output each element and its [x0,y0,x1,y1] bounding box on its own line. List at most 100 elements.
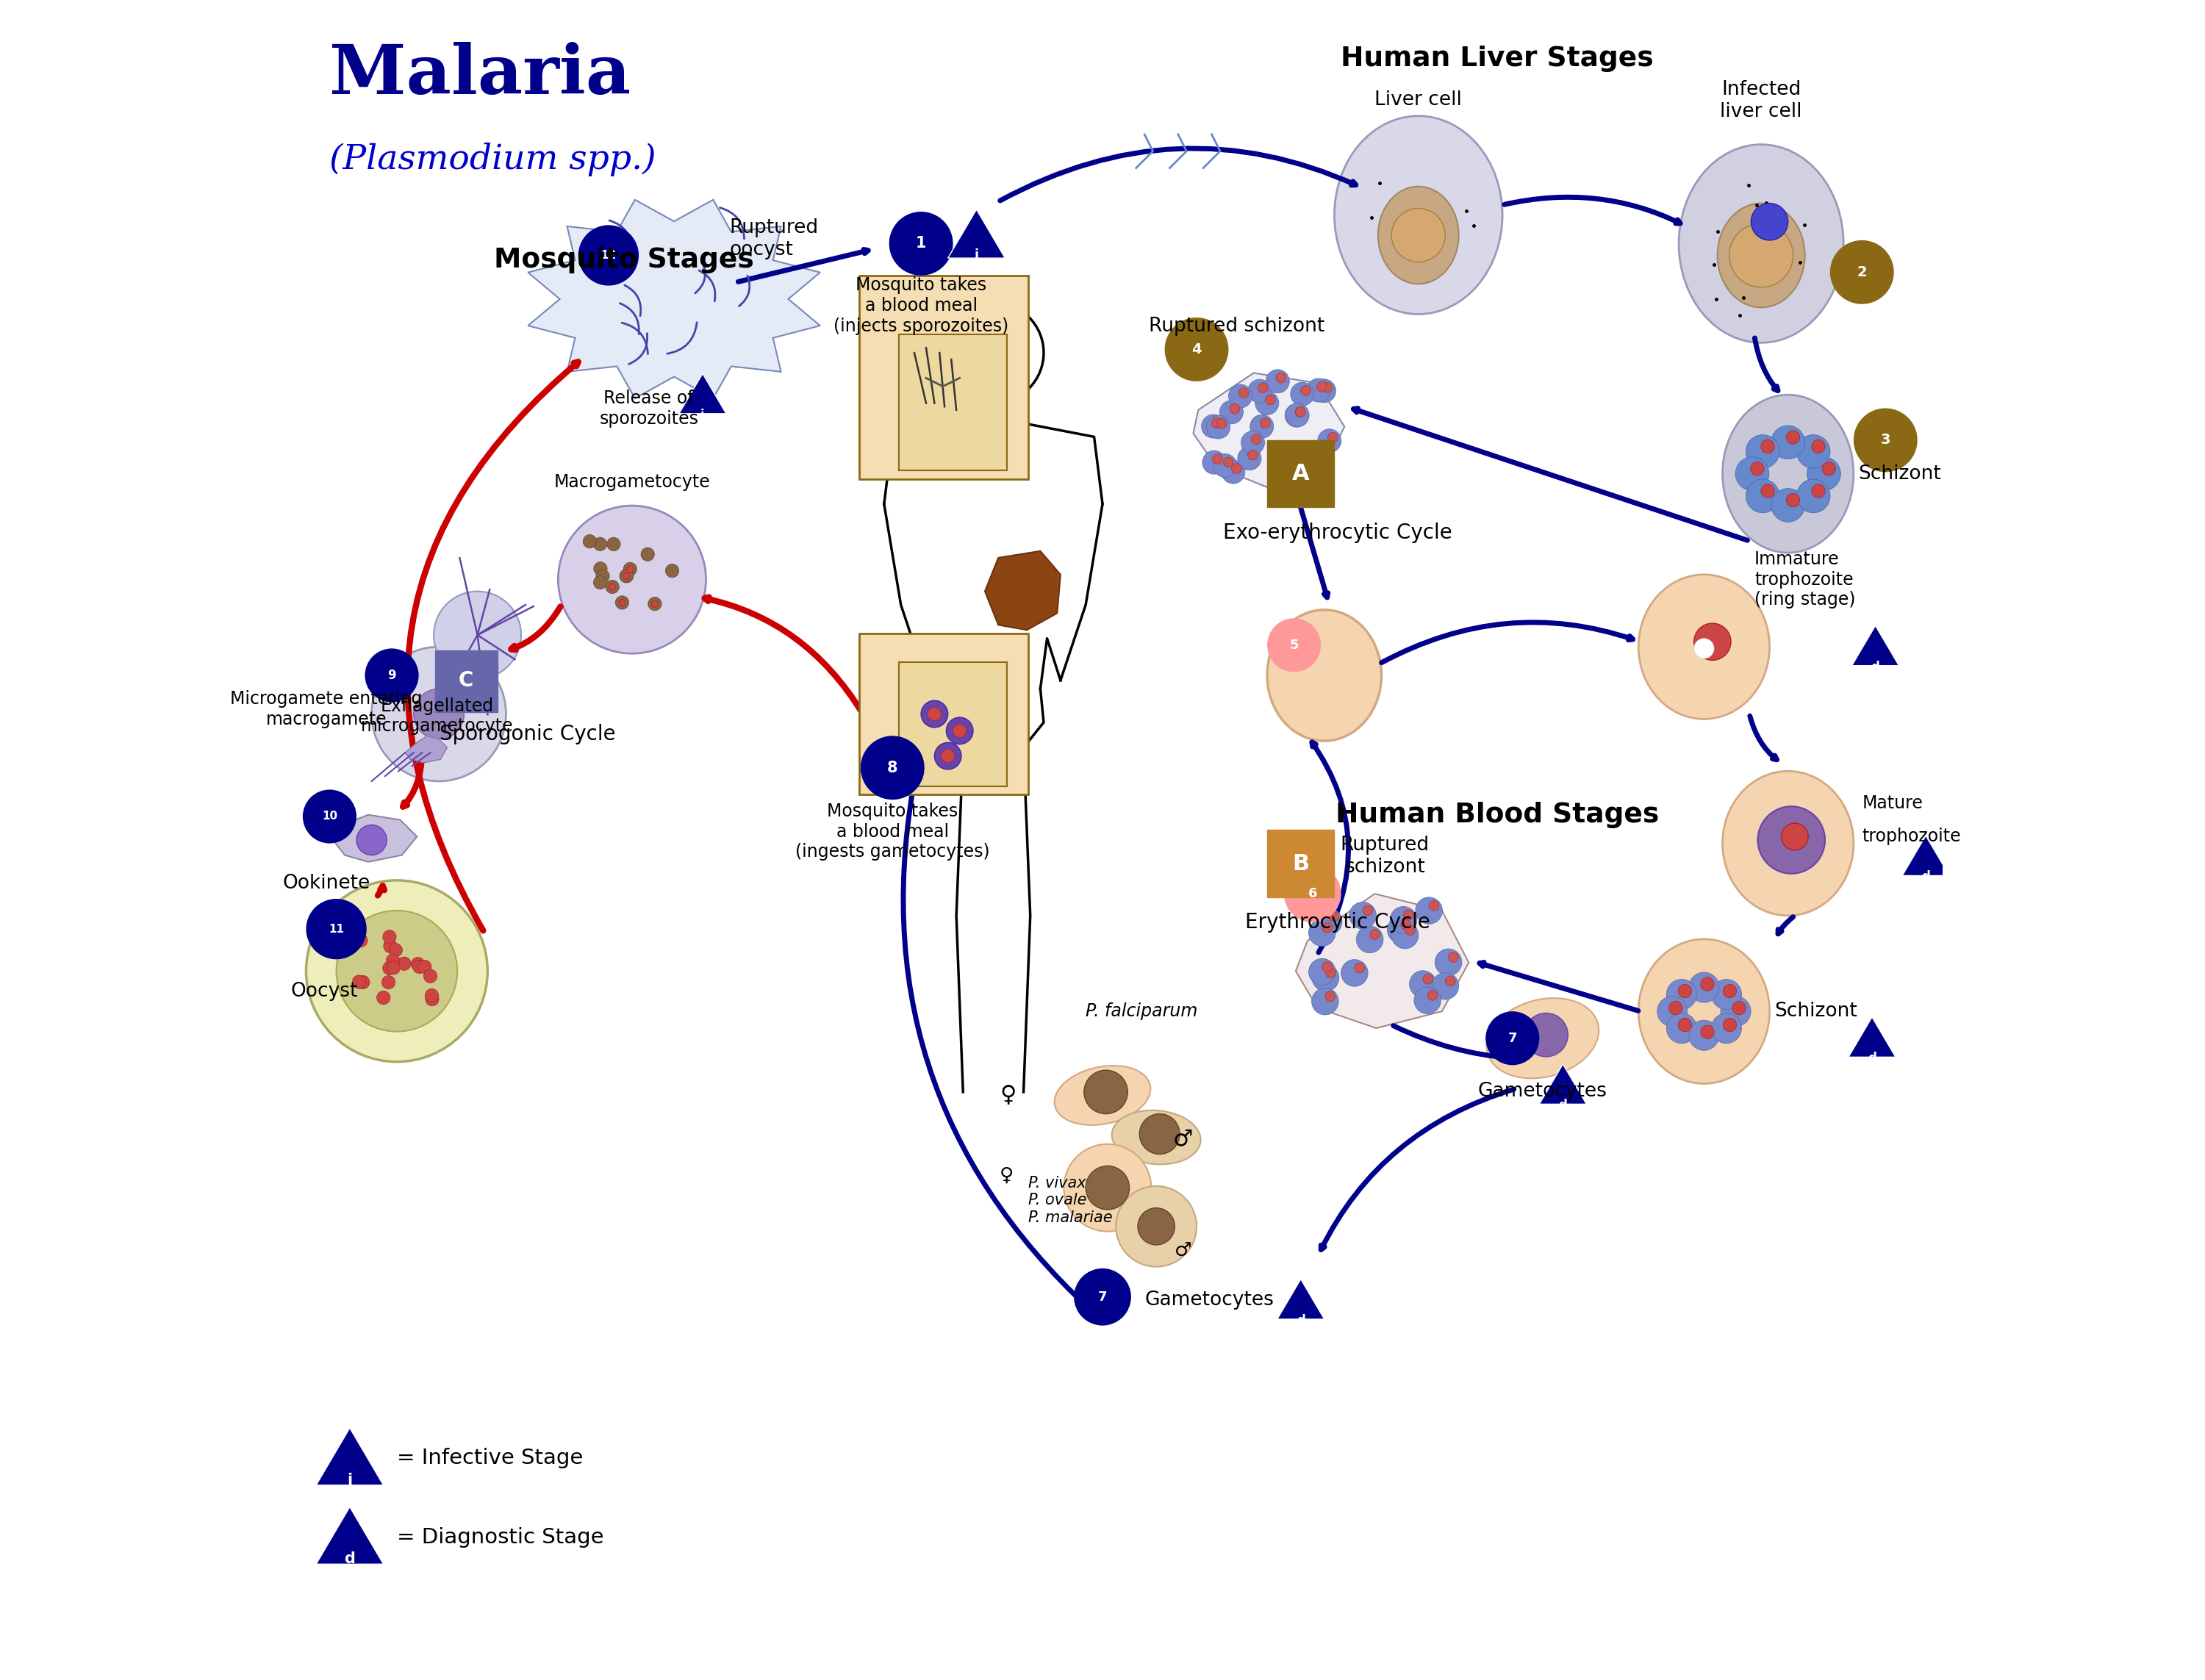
Circle shape [1735,457,1768,491]
Circle shape [1074,1268,1131,1326]
Circle shape [1402,911,1413,921]
Circle shape [1085,1166,1129,1210]
Circle shape [609,583,615,590]
Text: 6: 6 [1308,887,1316,900]
Circle shape [1222,460,1246,484]
Text: Infected
liver cell: Infected liver cell [1720,81,1801,121]
Circle shape [1782,823,1808,850]
Circle shape [1323,961,1332,971]
Text: Mature: Mature [1861,795,1923,811]
Ellipse shape [1638,939,1771,1084]
Polygon shape [527,200,820,398]
Circle shape [935,743,961,769]
Circle shape [1786,494,1799,507]
Ellipse shape [1722,771,1854,916]
Circle shape [1290,383,1314,407]
FancyBboxPatch shape [860,276,1028,479]
Text: C: C [459,670,474,690]
Text: d: d [1872,660,1879,674]
Polygon shape [1848,1016,1896,1057]
Circle shape [1261,418,1270,428]
Text: 3: 3 [1881,433,1890,447]
Circle shape [1413,986,1440,1013]
Circle shape [593,538,606,551]
Text: i: i [701,408,706,422]
Circle shape [626,566,633,573]
Text: P. vivax
P. ovale
P. malariae: P. vivax P. ovale P. malariae [1028,1176,1114,1225]
Text: 11: 11 [329,924,344,934]
Circle shape [1233,464,1241,474]
Circle shape [1316,381,1327,391]
Circle shape [1405,926,1416,936]
Circle shape [1429,900,1440,911]
Text: Macrogametocyte: Macrogametocyte [553,474,710,491]
Polygon shape [986,551,1061,630]
Text: Exo-erythrocytic Cycle: Exo-erythrocytic Cycle [1224,522,1453,543]
Circle shape [1729,223,1793,287]
Text: 7: 7 [1098,1290,1107,1304]
Polygon shape [333,815,417,862]
Circle shape [1140,1114,1180,1154]
Circle shape [620,600,626,606]
Circle shape [595,570,609,583]
Circle shape [1762,484,1775,497]
Circle shape [1751,462,1764,475]
Circle shape [1217,418,1226,428]
Text: Liver cell: Liver cell [1374,91,1462,109]
Circle shape [953,724,966,738]
Circle shape [355,934,368,948]
Circle shape [593,561,606,575]
Circle shape [1771,489,1806,522]
Circle shape [582,534,598,548]
Circle shape [384,931,397,944]
Circle shape [1202,450,1226,474]
Text: trophozoite: trophozoite [1861,828,1960,845]
Text: 9: 9 [388,669,397,682]
Text: 5: 5 [1290,638,1299,652]
Circle shape [1138,1208,1175,1245]
Circle shape [1327,432,1338,442]
Circle shape [1387,916,1413,942]
Text: Ruptured
schizont: Ruptured schizont [1341,837,1429,877]
Text: Human Liver Stages: Human Liver Stages [1341,45,1654,72]
Text: Exflagellated
microgametocyte: Exflagellated microgametocyte [362,697,514,736]
Text: 1: 1 [915,237,926,250]
Circle shape [615,596,628,610]
Circle shape [624,563,637,576]
Circle shape [1669,1001,1682,1015]
Circle shape [373,647,505,781]
Ellipse shape [1378,186,1460,284]
Text: Microgamete entering
macrogamete: Microgamete entering macrogamete [229,690,423,727]
Circle shape [1389,907,1418,934]
Circle shape [1219,400,1244,423]
Circle shape [1854,408,1918,472]
Circle shape [1241,432,1266,455]
Circle shape [1416,897,1442,924]
Text: 2: 2 [1857,265,1868,279]
Circle shape [388,944,401,958]
Text: i: i [346,1473,353,1487]
Text: Ruptured
oocyst: Ruptured oocyst [730,218,818,259]
Circle shape [1435,949,1462,976]
Circle shape [1312,380,1336,403]
Circle shape [386,954,399,968]
Circle shape [1266,395,1274,405]
Ellipse shape [1054,1065,1151,1126]
Circle shape [860,736,924,800]
Circle shape [1757,806,1826,874]
Circle shape [1116,1186,1197,1267]
Circle shape [1449,953,1458,963]
FancyBboxPatch shape [860,633,1028,795]
Circle shape [1722,1018,1738,1032]
Text: Sporogonic Cycle: Sporogonic Cycle [439,724,615,744]
Circle shape [1063,1144,1151,1231]
Circle shape [1308,378,1330,402]
Circle shape [410,958,426,971]
Circle shape [1341,959,1367,986]
Ellipse shape [1111,1110,1202,1164]
Circle shape [1678,1018,1691,1032]
Text: = Diagnostic Stage: = Diagnostic Stage [397,1527,604,1547]
Circle shape [1667,979,1696,1010]
Circle shape [1722,984,1738,998]
Ellipse shape [1678,144,1843,343]
